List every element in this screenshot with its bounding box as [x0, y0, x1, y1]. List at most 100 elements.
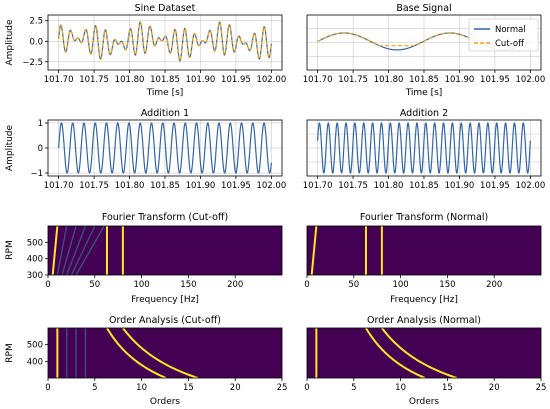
panel-order-normal: Order Analysis (Normal) 0 5 10 15 20 25 Order… — [304, 315, 546, 407]
heatmap-line — [70, 225, 96, 276]
x-tick-label: 101.70 — [44, 75, 74, 85]
x-tick-labels: 0 5 10 15 20 25 — [45, 378, 287, 393]
heatmap-lines — [315, 327, 458, 379]
x-tick-label: 100 — [133, 280, 149, 290]
x-tick-label: 101.75 — [79, 181, 109, 191]
x-tick-label: 5 — [92, 383, 97, 393]
x-tick-label: 101.80 — [115, 75, 145, 85]
x-tick-label: 150 — [180, 280, 196, 290]
x-tick-label: 102.00 — [256, 75, 286, 85]
chart-title: Sine Dataset — [135, 3, 196, 14]
panel-fourier-normal: Fourier Transform (Normal) 0 50 100 150 200 … — [304, 212, 542, 305]
x-tick-labels: 101.70 101.75 101.80 101.85 101.90 101.95 102.… — [303, 70, 545, 85]
x-tick-label: 101.90 — [186, 75, 216, 85]
x-tick-label: 25 — [277, 383, 288, 393]
x-tick-label: 102.00 — [515, 75, 545, 85]
grid — [48, 15, 282, 70]
axes-frame — [306, 327, 542, 379]
x-tick-label: 101.80 — [374, 181, 404, 191]
chart-title: Fourier Transform (Normal) — [360, 212, 488, 223]
x-tick-label: 20 — [489, 383, 500, 393]
y-tick-labels: 1 0 −1 — [30, 119, 48, 179]
heatmap-line — [310, 225, 318, 276]
series-line-normal — [317, 121, 531, 174]
axes-frame — [306, 225, 542, 276]
x-tick-label: 101.85 — [150, 181, 180, 191]
panel-fourier-cutoff: Fourier Transform (Cut-off) 0 50 100 150 200… — [5, 212, 283, 305]
x-tick-label: 10 — [395, 383, 406, 393]
x-axis-label: Time [s] — [405, 88, 443, 98]
axes-frame — [47, 327, 283, 379]
x-tick-label: 101.95 — [221, 181, 251, 191]
y-tick-label: 1 — [38, 119, 43, 129]
x-tick-labels: 0 50 100 150 200 — [45, 275, 243, 290]
y-tick-label: 400 — [27, 255, 43, 265]
y-tick-label: −1 — [30, 169, 43, 179]
x-tick-label: 15 — [442, 383, 453, 393]
y-tick-label: −2.5 — [22, 58, 43, 68]
x-tick-label: 101.90 — [445, 181, 475, 191]
x-tick-label: 50 — [348, 280, 359, 290]
x-tick-label: 200 — [227, 280, 243, 290]
heatmap-line — [75, 225, 105, 276]
legend: Normal Cut-off — [468, 18, 539, 52]
x-axis-label: Frequency [Hz] — [390, 295, 458, 305]
x-tick-label: 101.95 — [480, 181, 510, 191]
x-tick-label: 101.85 — [409, 181, 439, 191]
x-tick-label: 101.75 — [338, 181, 368, 191]
x-tick-label: 20 — [230, 383, 241, 393]
x-tick-label: 101.85 — [409, 75, 439, 85]
x-tick-label: 10 — [136, 383, 147, 393]
series-line-cutoff — [58, 21, 272, 62]
y-tick-labels: 400 500 — [27, 341, 48, 367]
x-tick-labels: 0 50 100 150 200 — [304, 275, 502, 290]
x-tick-label: 101.90 — [186, 181, 216, 191]
x-tick-label: 101.95 — [221, 75, 251, 85]
panel-sine-dataset: Sine Dataset 101.70 101.75 101.80 101.85 101… — [5, 3, 286, 98]
x-tick-label: 50 — [89, 280, 100, 290]
panel-order-cutoff: Order Analysis (Cut-off) 0 5 10 15 20 25 400 5… — [5, 315, 287, 407]
y-tick-label: 2.5 — [29, 17, 43, 27]
heatmap-lines — [51, 225, 124, 276]
series-lines — [58, 122, 272, 174]
panel-addition-1: Addition 1 101.70 101.75 101.80 101.85 101.9… — [5, 108, 286, 191]
x-tick-label: 15 — [183, 383, 194, 393]
y-tick-label: 500 — [27, 341, 43, 351]
x-tick-label: 101.70 — [303, 181, 333, 191]
series-line-cutoff — [317, 32, 531, 47]
x-axis-label: Frequency [Hz] — [131, 295, 199, 305]
y-axis-label: Amplitude — [5, 124, 15, 171]
y-axis-label: RPM — [5, 343, 15, 362]
chart-title: Order Analysis (Normal) — [367, 315, 481, 326]
y-tick-label: 0.0 — [29, 37, 43, 47]
x-tick-labels: 101.70 101.75 101.80 101.85 101.90 101.95 102.… — [44, 70, 286, 85]
x-tick-label: 0 — [304, 383, 309, 393]
legend-label-normal: Normal — [495, 25, 526, 35]
x-tick-label: 25 — [536, 383, 547, 393]
series-lines — [58, 21, 272, 62]
panel-base-signal: Base Signal 101.70 101.75 101.80 101.85 101.… — [303, 3, 545, 98]
chart-title: Order Analysis (Cut-off) — [109, 315, 221, 326]
legend-label-cutoff: Cut-off — [495, 39, 525, 49]
heatmap-line — [51, 225, 59, 276]
heatmap-background — [307, 226, 541, 275]
x-tick-label: 101.75 — [79, 75, 109, 85]
heatmap-background — [307, 328, 541, 378]
chart-title: Addition 1 — [141, 108, 189, 119]
y-tick-label: 400 — [27, 357, 43, 367]
heatmap-line — [61, 225, 77, 276]
heatmap-lines — [310, 225, 383, 276]
x-tick-label: 101.70 — [44, 181, 74, 191]
x-tick-labels: 101.70 101.75 101.80 101.85 101.90 101.95 102.… — [303, 176, 545, 191]
x-tick-labels: 0 5 10 15 20 25 — [304, 378, 546, 393]
heatmap-lines — [56, 327, 199, 379]
y-axis-label: Amplitude — [5, 19, 15, 66]
heatmap-background — [48, 226, 282, 275]
x-tick-label: 101.90 — [445, 75, 475, 85]
x-tick-label: 100 — [392, 280, 408, 290]
y-tick-label: 500 — [27, 238, 43, 248]
y-axis-label: RPM — [5, 240, 15, 259]
x-tick-label: 0 — [45, 383, 50, 393]
x-tick-label: 101.70 — [303, 75, 333, 85]
